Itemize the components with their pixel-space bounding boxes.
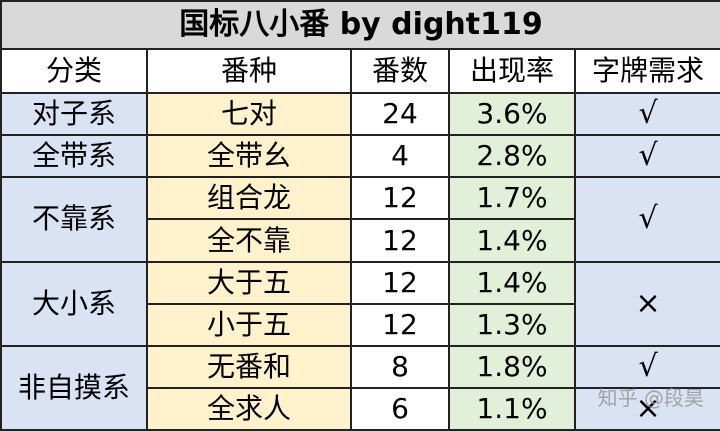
fan-name-cell: 无番和 [146,344,352,389]
fan-name-cell: 全带幺 [146,134,352,179]
requirement-cell: × [573,386,720,431]
category-cell: 不靠系 [0,176,148,263]
header-category: 分类 [0,48,148,95]
category-cell: 全带系 [0,134,148,179]
table-title: 国标八小番 by dight119 [0,0,720,51]
rate-cell: 3.6% [448,92,576,137]
requirement-cell: × [573,260,720,347]
table-row: 全求人 6 1.1% × [1,386,720,431]
category-cell: 非自摸系 [0,344,148,431]
fan-count-cell: 12 [350,176,450,221]
requirement-cell: √ [573,176,720,263]
fan-count-cell: 6 [350,386,450,431]
fan-name-cell: 小于五 [146,302,352,347]
table-row: 全带系 全带幺 4 2.8% √ [0,134,720,179]
rate-cell: 1.3% [448,302,576,347]
rate-cell: 2.8% [448,134,576,179]
fan-name-cell: 大于五 [146,260,352,305]
fan-name-cell: 全不靠 [146,218,352,263]
table-row: 小于五 12 1.3% [1,302,720,347]
rate-cell: 1.1% [448,386,576,431]
fan-name-cell: 七对 [146,92,352,137]
requirement-cell: √ [573,134,720,179]
table-row: 不靠系 组合龙 12 1.7% √ [0,176,720,263]
table-row: 非自摸系 无番和 8 1.8% √ [0,344,720,431]
table-row: 全不靠 12 1.4% [1,218,720,263]
title-row: 国标八小番 by dight119 [0,0,720,51]
fan-name-cell: 全求人 [146,386,352,431]
table-row: 大小系 大于五 12 1.4% × [0,260,720,347]
fan-count-cell: 12 [350,260,450,305]
rate-cell: 1.4% [448,218,576,263]
rate-cell: 1.7% [448,176,576,221]
fan-count-cell: 8 [350,344,450,389]
header-honor-requirement: 字牌需求 [573,48,720,95]
fan-count-cell: 12 [350,302,450,347]
requirement-cell: √ [573,92,720,137]
fan-count-cell: 24 [350,92,450,137]
rate-cell: 1.4% [448,260,576,305]
category-cell: 大小系 [0,260,148,347]
fan-count-cell: 12 [350,218,450,263]
table-row: 对子系 七对 24 3.6% √ [0,92,720,137]
header-fan-name: 番种 [146,48,352,95]
fan-name-cell: 组合龙 [146,176,352,221]
requirement-cell: √ [573,344,720,389]
category-cell: 对子系 [0,92,148,137]
header-rate: 出现率 [448,48,576,95]
header-fan-count: 番数 [350,48,450,95]
header-row: 分类 番种 番数 出现率 字牌需求 [0,48,720,95]
fan-count-cell: 4 [350,134,450,179]
rate-cell: 1.8% [448,344,576,389]
